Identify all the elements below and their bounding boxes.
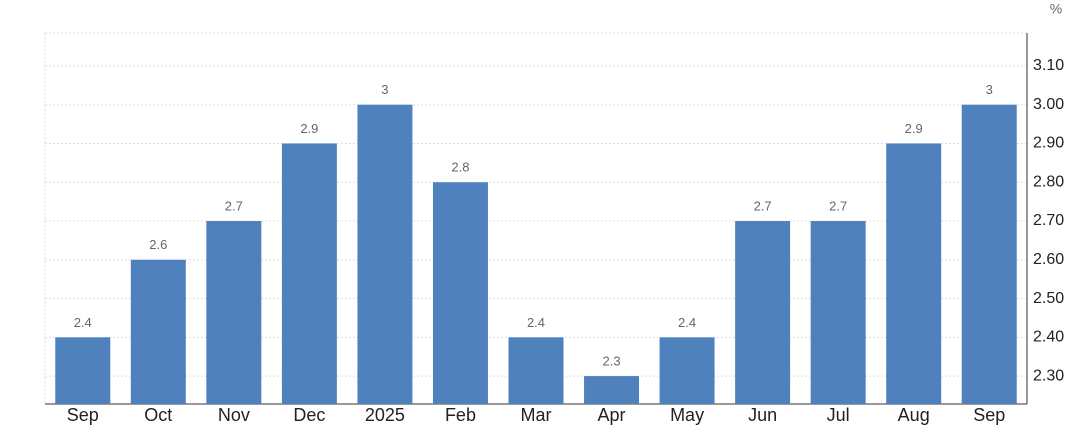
value-label: 2.3 (602, 354, 620, 369)
bar (961, 104, 1017, 405)
y-tick-label: 2.50 (1033, 290, 1064, 307)
x-tick-label: 2025 (365, 405, 405, 425)
x-tick-label: Oct (144, 405, 172, 425)
x-tick-label: Mar (521, 405, 552, 425)
value-label: 2.7 (754, 198, 772, 213)
y-tick-label: 2.60 (1033, 251, 1064, 268)
bar (886, 143, 942, 404)
bar (55, 337, 111, 404)
y-tick-label: 2.30 (1033, 367, 1064, 384)
y-tick-label: 3.00 (1033, 96, 1064, 113)
value-label: 2.4 (527, 315, 545, 330)
x-tick-label: Feb (445, 405, 476, 425)
value-label: 2.7 (225, 198, 243, 213)
bar (659, 337, 715, 404)
bar (206, 221, 262, 404)
unit-label: % (1050, 1, 1062, 17)
value-label: 2.7 (829, 198, 847, 213)
bar (810, 221, 866, 404)
y-tick-label: 2.40 (1033, 329, 1064, 346)
bar (281, 143, 337, 404)
value-label: 2.8 (451, 160, 469, 175)
bar (735, 221, 791, 404)
bar (357, 104, 413, 405)
bar (508, 337, 564, 404)
y-tick-label: 2.90 (1033, 135, 1064, 152)
value-label: 2.9 (300, 121, 318, 136)
y-tick-label: 2.80 (1033, 173, 1064, 190)
bar (432, 182, 488, 404)
x-tick-label: Jul (827, 405, 850, 425)
x-tick-label: Apr (598, 405, 626, 425)
x-tick-label: Sep (67, 405, 99, 425)
value-label: 3 (381, 82, 388, 97)
value-label: 2.9 (905, 121, 923, 136)
y-tick-label: 2.70 (1033, 212, 1064, 229)
value-label: 3 (986, 82, 993, 97)
bar (584, 376, 640, 404)
x-tick-label: Nov (218, 405, 250, 425)
y-tick-label: 3.10 (1033, 57, 1064, 74)
value-label: 2.6 (149, 237, 167, 252)
bar (130, 259, 186, 404)
x-tick-label: Sep (973, 405, 1005, 425)
x-tick-label: Dec (293, 405, 325, 425)
x-tick-label: Jun (748, 405, 777, 425)
x-tick-label: May (670, 405, 704, 425)
value-label: 2.4 (74, 315, 92, 330)
value-label: 2.4 (678, 315, 696, 330)
x-tick-label: Aug (898, 405, 930, 425)
